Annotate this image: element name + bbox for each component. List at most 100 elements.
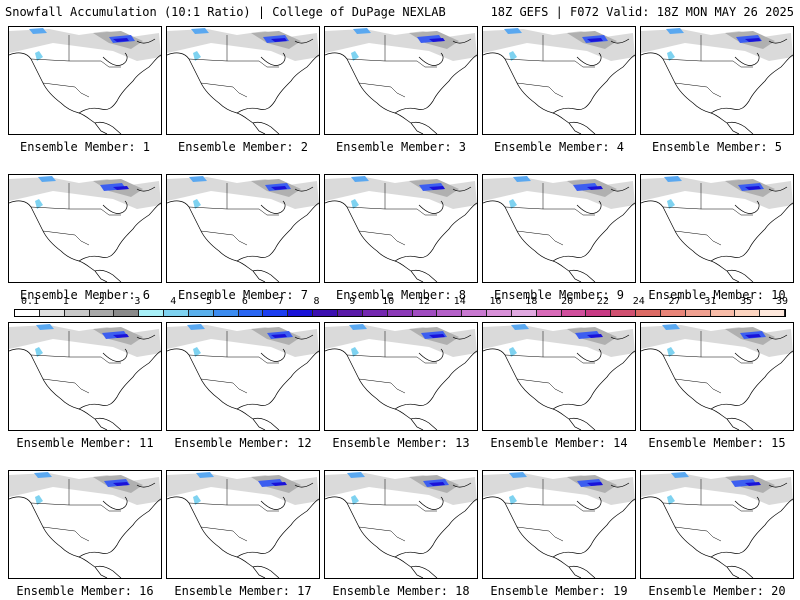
legend-color-swatch bbox=[710, 310, 736, 316]
ensemble-member-label: Ensemble Member: 17 bbox=[174, 584, 312, 598]
snow-shading-heavy bbox=[511, 324, 529, 330]
borders bbox=[346, 479, 437, 542]
ensemble-map bbox=[324, 174, 478, 283]
ensemble-map bbox=[324, 26, 478, 135]
ensemble-map bbox=[8, 174, 162, 283]
legend-color-swatch bbox=[487, 310, 512, 316]
ensemble-member-label: Ensemble Member: 4 bbox=[493, 140, 625, 154]
ensemble-map bbox=[166, 26, 320, 135]
legend-tick-label: 1 bbox=[62, 296, 69, 307]
legend-color-swatch bbox=[437, 310, 463, 316]
model-run-info: 18Z GEFS | F072 Valid: 18Z MON MAY 26 20… bbox=[490, 5, 794, 19]
ensemble-member-panel: Ensemble Member: 9 bbox=[482, 174, 636, 302]
legend-color-swatch bbox=[213, 310, 239, 316]
legend-color-swatch bbox=[387, 310, 413, 316]
legend-tick-label: 39 bbox=[775, 296, 789, 307]
coastline bbox=[9, 186, 161, 282]
ensemble-member-panel: Ensemble Member: 15 bbox=[640, 322, 794, 450]
ensemble-map bbox=[640, 322, 794, 431]
snow-shading-heavy bbox=[509, 472, 527, 478]
ensemble-member-label: Ensemble Member: 5 bbox=[651, 140, 783, 154]
borders bbox=[30, 35, 121, 98]
legend-tick-label: 31 bbox=[704, 296, 717, 307]
snow-shading-heavy bbox=[191, 28, 209, 34]
legend-color-swatch bbox=[462, 310, 488, 316]
legend-color-swatch bbox=[114, 310, 140, 316]
ensemble-member-panel: Ensemble Member: 8 bbox=[324, 174, 478, 302]
ensemble-member-panel: Ensemble Member: 1 bbox=[8, 26, 162, 154]
legend-color-swatch bbox=[362, 310, 388, 316]
ensemble-member-panel: Ensemble Member: 11 bbox=[8, 322, 162, 450]
legend-tick-label: 2 bbox=[98, 296, 105, 307]
ensemble-member-label: Ensemble Member: 16 bbox=[16, 584, 154, 598]
borders bbox=[662, 331, 753, 394]
coastline bbox=[641, 186, 793, 282]
coastline bbox=[325, 482, 477, 578]
ensemble-member-label: Ensemble Member: 1 bbox=[19, 140, 151, 154]
snow-shading-heavy bbox=[504, 28, 522, 34]
ensemble-map bbox=[324, 322, 478, 431]
legend-color-swatch bbox=[89, 310, 115, 316]
ensemble-member-label: Ensemble Member: 10 bbox=[648, 288, 786, 302]
borders bbox=[30, 331, 121, 394]
legend-color-swatch bbox=[337, 310, 363, 316]
legend-tick-label: 5 bbox=[206, 296, 213, 307]
ensemble-member-panel: Ensemble Member: 19 bbox=[482, 470, 636, 598]
legend-color-swatch bbox=[288, 310, 314, 316]
coastline bbox=[9, 334, 161, 430]
snow-shading-heavy bbox=[351, 176, 369, 182]
ensemble-member-panel: Ensemble Member: 3 bbox=[324, 26, 478, 154]
legend-color-swatch bbox=[660, 310, 686, 316]
ensemble-member-panel: Ensemble Member: 13 bbox=[324, 322, 478, 450]
coastline bbox=[325, 334, 477, 430]
legend-tick-label: 16 bbox=[489, 296, 502, 307]
legend-tick-label: 9 bbox=[349, 296, 356, 307]
coastline bbox=[167, 186, 319, 282]
legend-tick-label: 24 bbox=[632, 296, 645, 307]
coastline bbox=[325, 38, 477, 134]
borders bbox=[346, 183, 437, 246]
legend-color-swatch bbox=[139, 310, 165, 316]
ensemble-map bbox=[166, 322, 320, 431]
coastline bbox=[641, 334, 793, 430]
ensemble-member-label: Ensemble Member: 13 bbox=[332, 436, 470, 450]
ensemble-member-label: Ensemble Member: 8 bbox=[335, 288, 467, 302]
coastline bbox=[641, 38, 793, 134]
snow-shading-heavy bbox=[664, 176, 682, 182]
ensemble-member-panel: Ensemble Member: 7 bbox=[166, 174, 320, 302]
ensemble-map bbox=[482, 174, 636, 283]
ensemble-member-label: Ensemble Member: 2 bbox=[177, 140, 309, 154]
borders bbox=[30, 479, 121, 542]
borders bbox=[188, 183, 279, 246]
ensemble-map bbox=[8, 322, 162, 431]
ensemble-map bbox=[640, 174, 794, 283]
legend-color-swatch bbox=[164, 310, 189, 316]
chart-title: Snowfall Accumulation (10:1 Ratio) | Col… bbox=[5, 5, 446, 19]
snow-shading-heavy bbox=[349, 324, 367, 330]
legend-color-swatch bbox=[15, 310, 40, 316]
ensemble-member-panel: Ensemble Member: 6 bbox=[8, 174, 162, 302]
ensemble-member-panel: Ensemble Member: 2 bbox=[166, 26, 320, 154]
ensemble-member-label: Ensemble Member: 11 bbox=[16, 436, 154, 450]
coastline bbox=[9, 38, 161, 134]
legend-color-swatch bbox=[586, 310, 612, 316]
borders bbox=[188, 35, 279, 98]
legend-tick-label: 20 bbox=[561, 296, 574, 307]
legend-tick-label: 14 bbox=[453, 296, 466, 307]
coastline bbox=[9, 482, 161, 578]
coastline bbox=[167, 38, 319, 134]
borders bbox=[30, 183, 121, 246]
legend-tick-label: 6 bbox=[241, 296, 248, 307]
ensemble-member-label: Ensemble Member: 9 bbox=[493, 288, 625, 302]
ensemble-map bbox=[166, 470, 320, 579]
legend-color-swatch bbox=[511, 310, 537, 316]
legend-labels: 0.1 1 2 3 4 5 6 7 8 9 10 12 14 16 18 20 22 24 27 31 35 39 bbox=[14, 296, 789, 308]
ensemble-member-panel: Ensemble Member: 17 bbox=[166, 470, 320, 598]
borders bbox=[662, 183, 753, 246]
legend-tick-label: 27 bbox=[668, 296, 681, 307]
ensemble-map bbox=[8, 26, 162, 135]
coastline bbox=[641, 482, 793, 578]
borders bbox=[504, 331, 595, 394]
legend-color-swatch bbox=[188, 310, 214, 316]
ensemble-map bbox=[640, 470, 794, 579]
